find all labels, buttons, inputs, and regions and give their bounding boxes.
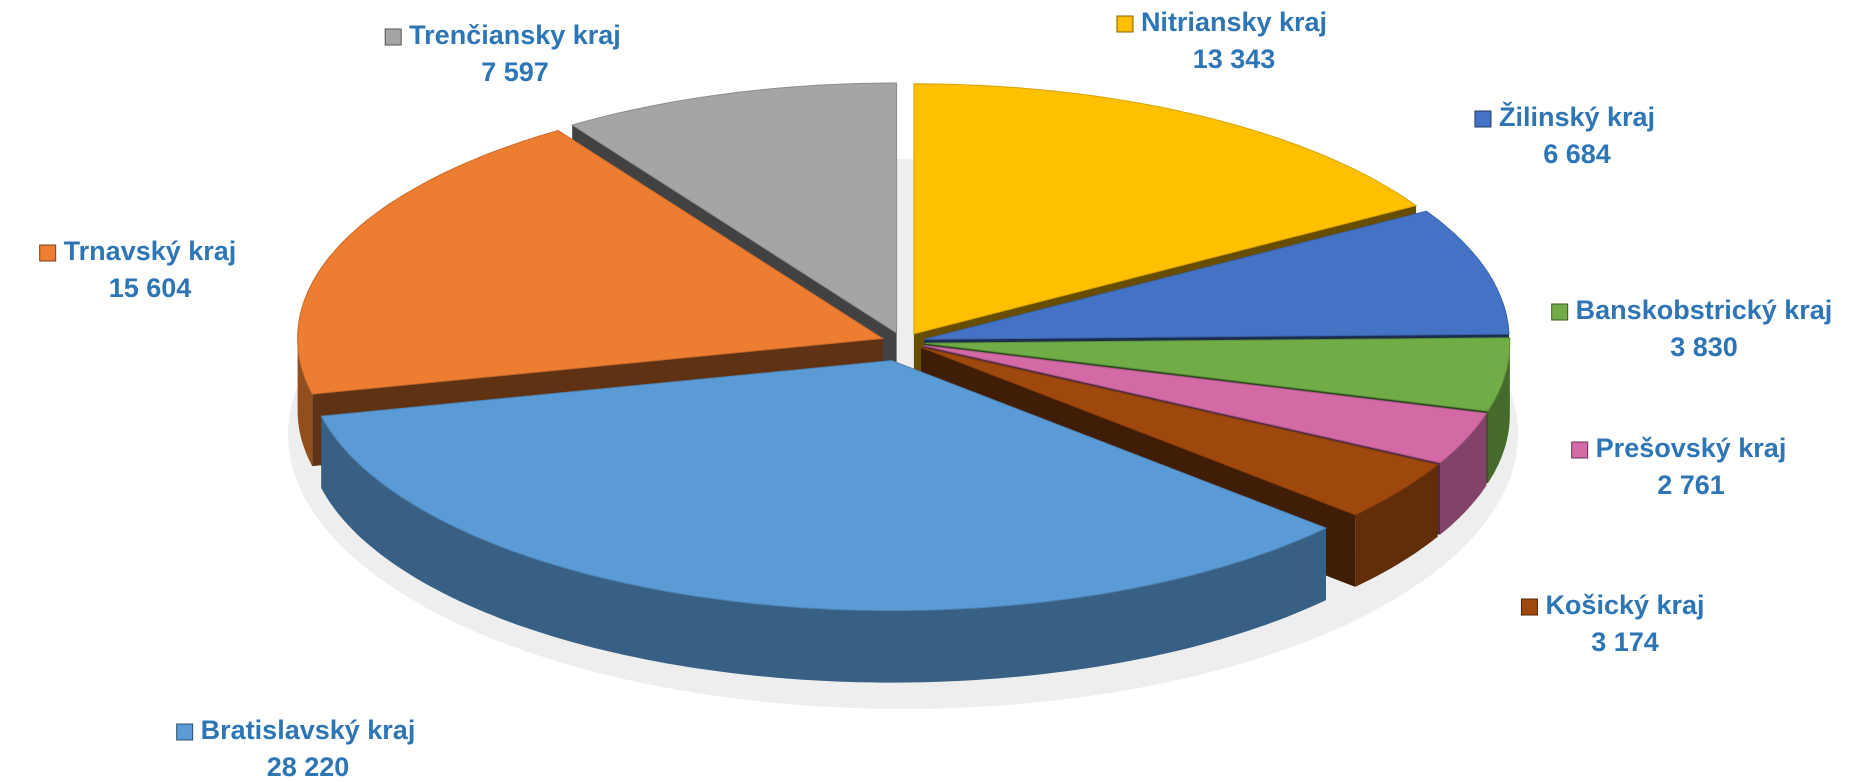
slice [923, 210, 1510, 340]
slice-side [1440, 413, 1487, 535]
data-label-value: 7 597 [481, 57, 549, 87]
slice [297, 129, 885, 395]
data-label-name: Trnavský kraj [64, 236, 237, 266]
legend-marker [1571, 441, 1589, 459]
slice [923, 345, 1488, 464]
data-label-value: 6 684 [1543, 139, 1611, 169]
legend-marker [176, 723, 194, 741]
legend-marker [1474, 110, 1492, 128]
slice [320, 360, 1328, 683]
data-label-value: 15 604 [109, 273, 192, 303]
data-label-value: 3 830 [1670, 332, 1738, 362]
data-label-value: 28 220 [267, 752, 350, 782]
data-label-name: Žilinský kraj [1499, 101, 1655, 132]
slice-side [297, 338, 313, 467]
data-label-name: Banskobstrický kraj [1576, 295, 1833, 325]
slice [570, 82, 898, 334]
legend-marker [1520, 598, 1538, 616]
data-label-name: Trenčiansky kraj [409, 20, 621, 50]
slice [920, 346, 1439, 516]
data-label-value: 2 761 [1657, 470, 1725, 500]
data-label-name: Bratislavský kraj [201, 715, 416, 745]
slice [320, 360, 1328, 612]
data-label-value: 13 343 [1193, 44, 1276, 74]
slice [913, 83, 1418, 335]
legend-marker [1551, 303, 1569, 321]
legend-marker [384, 28, 402, 46]
data-label-name: Prešovský kraj [1596, 433, 1787, 463]
slice-side [1355, 464, 1438, 587]
legend-marker [1116, 15, 1134, 33]
data-label-value: 3 174 [1591, 627, 1659, 657]
data-label-name: Košický kraj [1545, 590, 1704, 620]
data-label-name: Nitriansky kraj [1141, 7, 1327, 37]
slice [924, 337, 1511, 412]
legend-marker [39, 244, 57, 262]
slice-side [321, 416, 1326, 683]
